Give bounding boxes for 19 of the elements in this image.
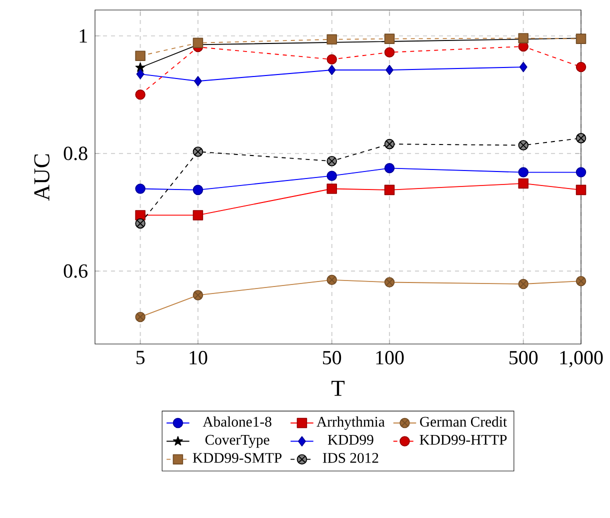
x-tick-label: 500 bbox=[510, 350, 538, 364]
legend-label: KDD99 bbox=[328, 434, 374, 445]
y-tick-label: 1 bbox=[80, 29, 87, 42]
legend-label: Abalone1-8 bbox=[202, 416, 272, 427]
legend-label: IDS 2012 bbox=[322, 452, 378, 463]
x-tick-label: 5 bbox=[136, 350, 145, 364]
y-tick-label: 0.6 bbox=[64, 264, 88, 278]
y-tick-label: 0.8 bbox=[64, 146, 88, 160]
legend-label: KDD99-SMTP bbox=[192, 452, 282, 463]
x-axis-title: T bbox=[332, 380, 345, 396]
legend-label: CoverType bbox=[205, 434, 270, 448]
legend-label: German Credit bbox=[420, 416, 507, 427]
x-tick-label: 10 bbox=[190, 350, 208, 364]
legend-label: Arrhythmia bbox=[316, 416, 385, 430]
legend-label: KDD99-HTTP bbox=[420, 434, 507, 445]
x-tick-label: 1,000 bbox=[560, 350, 603, 368]
x-tick-label: 100 bbox=[376, 350, 404, 364]
x-tick-label: 50 bbox=[323, 350, 342, 364]
y-axis-title: AUC bbox=[34, 154, 50, 201]
